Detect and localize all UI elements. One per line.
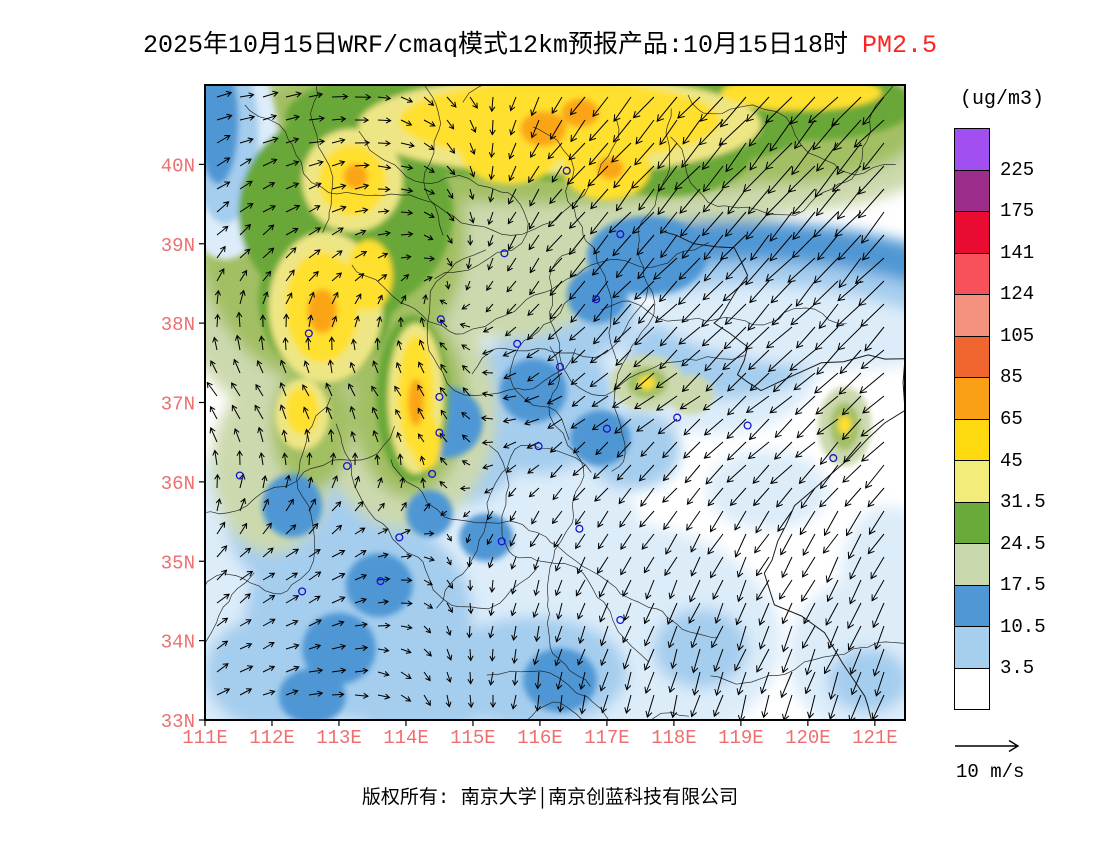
lat-label: 36N	[161, 473, 195, 495]
legend-tick-label: 31.5	[1000, 491, 1046, 514]
lon-label: 118E	[651, 727, 697, 749]
lat-label: 34N	[161, 632, 195, 654]
lon-label: 115E	[450, 727, 496, 749]
city-marker	[743, 421, 752, 430]
legend-tick-label: 17.5	[1000, 574, 1046, 597]
legend-unit: (ug/m3)	[959, 88, 1044, 111]
legend-band	[955, 253, 989, 295]
legend-colorbar	[954, 128, 990, 710]
wind-scale: 10 m/s	[952, 736, 1042, 783]
lon-label: 120E	[785, 727, 831, 749]
city-marker	[575, 524, 584, 533]
legend-band	[955, 627, 989, 669]
legend-band	[955, 668, 989, 709]
city-marker	[298, 587, 307, 596]
wind-arrows	[206, 90, 885, 720]
city-markers	[235, 166, 838, 625]
lat-label: 40N	[161, 155, 195, 177]
title-main: 2025年10月15日WRF/cmaq模式12km预报产品:10月15日18时	[142, 31, 849, 60]
wind-scale-label: 10 m/s	[956, 761, 1025, 783]
city-marker	[592, 295, 601, 304]
title-pollutant: PM2.5	[862, 31, 938, 60]
city-marker	[342, 461, 352, 471]
lat-label: 37N	[161, 394, 195, 416]
city-marker	[602, 424, 611, 433]
lat-label: 38N	[161, 314, 195, 336]
legend-tick-label: 10.5	[1000, 615, 1046, 638]
legend-tick-label: 65	[1000, 408, 1023, 430]
legend-tick-label: 85	[1000, 366, 1023, 389]
city-marker	[673, 413, 682, 422]
legend-band	[955, 295, 989, 337]
province-boundaries	[205, 85, 905, 720]
city-marker	[435, 428, 444, 437]
city-marker	[534, 442, 543, 451]
city-marker	[616, 615, 625, 625]
city-marker	[304, 329, 313, 338]
legend-band	[955, 170, 989, 212]
lon-label: 113E	[316, 727, 362, 749]
lat-label: 33N	[161, 711, 195, 733]
city-marker	[376, 577, 385, 586]
city-marker	[436, 315, 445, 324]
lon-label: 114E	[383, 727, 429, 749]
lat-label: 39N	[161, 235, 195, 257]
city-marker	[562, 166, 571, 175]
city-marker	[555, 362, 565, 371]
city-marker	[395, 533, 404, 542]
legend-band	[955, 502, 989, 544]
lat-label: 35N	[161, 552, 195, 574]
legend-tick-label: 175	[1000, 200, 1035, 223]
legend-band	[955, 461, 989, 503]
legend-tick-label: 105	[1000, 324, 1035, 347]
legend-tick-label: 225	[1000, 158, 1035, 181]
city-marker	[497, 537, 506, 546]
lon-label: 112E	[249, 727, 295, 749]
legend-band	[955, 212, 989, 254]
city-marker	[235, 471, 244, 480]
legend-band	[955, 544, 989, 586]
page-title: 2025年10月15日WRF/cmaq模式12km预报产品:10月15日18时 P…	[0, 24, 1080, 60]
city-marker	[500, 249, 509, 258]
legend-tick-label: 45	[1000, 449, 1023, 472]
color-legend: (ug/m3) 225 175 141 124 105 85 65 45 31.5 24.5 17.…	[948, 88, 1098, 728]
axis-ticks	[199, 163, 876, 726]
lon-label: 111E	[182, 727, 228, 749]
city-marker	[616, 230, 625, 239]
legend-tick-label: 24.5	[1000, 532, 1046, 555]
legend-band	[955, 378, 989, 420]
city-marker	[435, 392, 444, 401]
legend-band	[955, 336, 989, 378]
lon-label: 116E	[517, 727, 563, 749]
city-marker	[513, 339, 522, 348]
legend-band	[955, 419, 989, 461]
legend-tick-label: 124	[1000, 283, 1035, 306]
legend-band	[955, 129, 989, 171]
lon-label: 121E	[852, 727, 898, 749]
map-layers	[205, 85, 905, 720]
lon-label: 119E	[718, 727, 764, 749]
legend-band	[955, 585, 989, 627]
lon-label: 117E	[584, 727, 630, 749]
city-marker	[428, 469, 437, 478]
wind-scale-arrow-icon	[955, 739, 1020, 753]
legend-tick-label: 141	[1000, 241, 1035, 264]
copyright-footer: 版权所有: 南京大学│南京创蓝科技有限公司	[361, 787, 739, 809]
legend-tick-label: 3.5	[1000, 657, 1035, 680]
city-marker	[829, 454, 838, 463]
